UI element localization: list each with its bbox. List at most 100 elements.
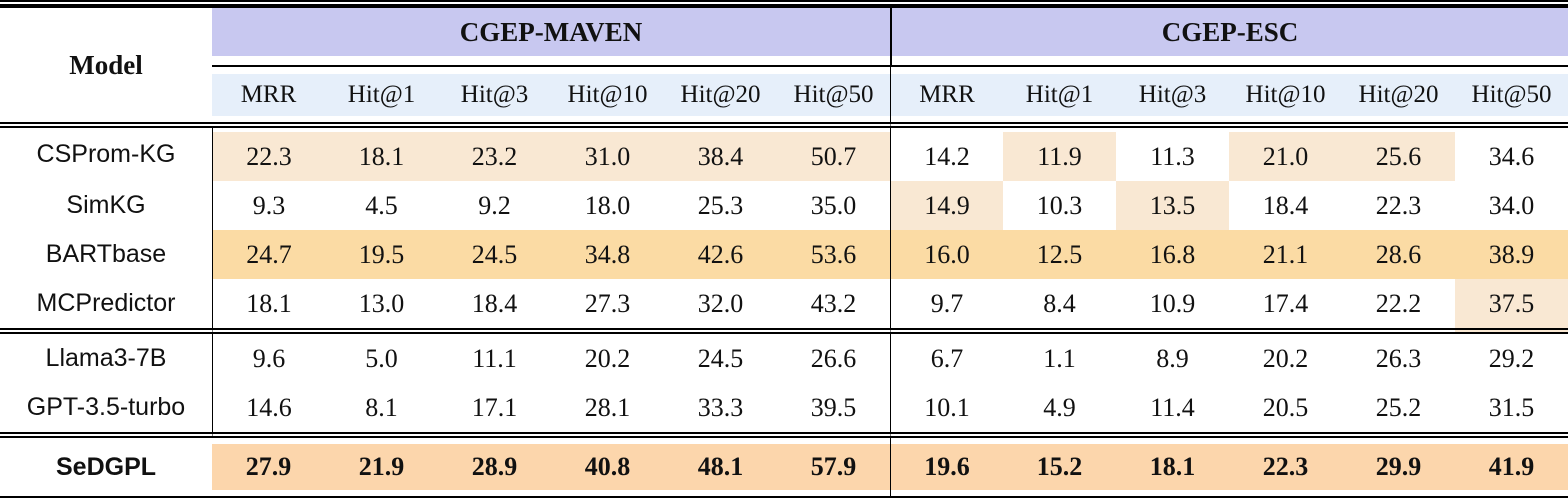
metric-header-maven-hit1: Hit@1 (325, 67, 438, 128)
group-header-cgep-maven: CGEP-MAVEN (212, 8, 890, 67)
value-cell: 1.1 (1043, 343, 1076, 373)
value-cell: 4.9 (1003, 383, 1116, 438)
value-cell: 22.2 (1342, 279, 1455, 334)
value-cell: 24.5 (697, 343, 744, 373)
value-cell: 23.2 (438, 128, 551, 181)
value-cell: 12.5 (1003, 230, 1116, 279)
value-cell: 27.3 (551, 279, 664, 334)
value-cell: 8.9 (1156, 343, 1189, 373)
value-cell: 25.6 (1342, 128, 1455, 181)
value-cell: 14.2 (890, 128, 1003, 181)
group-header-row: Model CGEP-MAVEN CGEP-ESC (0, 8, 1568, 128)
value-cell: 18.1 (212, 279, 325, 334)
value-cell: 16.0 (890, 230, 1003, 279)
value-cell: 28.9 (438, 438, 551, 496)
metric-header-maven-hit10: Hit@10 (551, 67, 664, 128)
table-row: SimKG 9.3 4.5 9.2 18.0 25.3 35.0 14.9 10.3 13.5 18… (0, 181, 1568, 230)
model-name-cell: SeDGPL (0, 438, 212, 496)
value-cell: 9.2 (478, 190, 511, 220)
value-cell: 5.0 (365, 343, 398, 373)
metric-header-esc-hit10: Hit@10 (1229, 67, 1342, 128)
value-cell: 42.6 (664, 230, 777, 279)
value-cell: 9.3 (212, 181, 325, 230)
value-cell: 9.7 (890, 279, 1003, 334)
value-cell: 31.5 (1455, 383, 1568, 438)
value-cell: 22.3 (1229, 438, 1342, 496)
table-body: CSProm-KG 22.3 18.1 23.2 31.0 38.4 50.7 14.2 11.… (0, 128, 1568, 496)
model-name-cell: MCPredictor (0, 279, 212, 334)
value-cell: 4.5 (365, 190, 398, 220)
value-cell: 14.6 (212, 383, 325, 438)
value-cell: 11.9 (1003, 128, 1116, 181)
value-cell: 34.6 (1488, 141, 1535, 171)
value-cell: 39.5 (777, 383, 890, 438)
value-cell: 11.3 (1150, 141, 1195, 171)
value-cell: 19.6 (890, 438, 1003, 496)
value-cell: 18.4 (438, 279, 551, 334)
value-cell: 38.4 (664, 128, 777, 181)
value-cell: 57.9 (777, 438, 890, 496)
value-cell: 25.2 (1342, 383, 1455, 438)
metric-header-esc-mrr: MRR (890, 67, 1003, 128)
value-cell: 43.2 (777, 279, 890, 334)
value-cell: 27.9 (212, 438, 325, 496)
value-cell: 34.8 (551, 230, 664, 279)
value-cell: 26.6 (810, 343, 857, 373)
metric-header-esc-hit20: Hit@20 (1342, 67, 1455, 128)
metric-header-esc-hit50: Hit@50 (1455, 67, 1568, 128)
model-name-cell: Llama3-7B (0, 334, 212, 383)
model-name-cell: BARTbase (0, 230, 212, 279)
value-cell: 10.9 (1116, 279, 1229, 334)
group-header-cgep-esc: CGEP-ESC (890, 8, 1568, 67)
value-cell: 22.3 (212, 128, 325, 181)
table-row: Llama3-7B 9.6 5.0 11.1 20.2 24.5 26.6 6.7 1.1 8.9… (0, 334, 1568, 383)
value-cell: 8.1 (325, 383, 438, 438)
value-cell: 20.5 (1229, 383, 1342, 438)
table-row: SeDGPL 27.9 21.9 28.9 40.8 48.1 57.9 19.6 15.2 18… (0, 438, 1568, 496)
top-rule-thin (0, 0, 1568, 2)
value-cell: 18.4 (1262, 190, 1309, 220)
value-cell: 16.8 (1116, 230, 1229, 279)
bottom-rule-thin (0, 496, 1568, 498)
value-cell: 53.6 (777, 230, 890, 279)
table-row: MCPredictor 18.1 13.0 18.4 27.3 32.0 43.2 9.7 8.… (0, 279, 1568, 334)
value-cell: 20.2 (1262, 343, 1309, 373)
model-name-cell: SimKG (0, 181, 212, 230)
model-name-cell: GPT-3.5-turbo (0, 383, 212, 438)
model-name-cell: CSProm-KG (0, 128, 212, 181)
metric-header-row: MRR Hit@1 Hit@3 Hit@10 Hit@20 Hit@50 MRR… (0, 67, 1568, 128)
value-cell: 21.9 (325, 438, 438, 496)
value-cell: 41.9 (1455, 438, 1568, 496)
value-cell: 17.1 (438, 383, 551, 438)
value-cell: 10.3 (1036, 190, 1083, 220)
value-cell: 13.0 (325, 279, 438, 334)
value-cell: 6.7 (890, 334, 1003, 383)
table-row: GPT-3.5-turbo 14.6 8.1 17.1 28.1 33.3 39.5 10.1… (0, 383, 1568, 438)
value-cell: 11.4 (1116, 383, 1229, 438)
metric-header-maven-hit20: Hit@20 (664, 67, 777, 128)
value-cell: 21.1 (1229, 230, 1342, 279)
value-cell: 24.7 (212, 230, 325, 279)
value-cell: 14.9 (890, 181, 1003, 230)
value-cell: 33.3 (664, 383, 777, 438)
value-cell: 18.1 (1116, 438, 1229, 496)
table-row: BARTbase 24.7 19.5 24.5 34.8 42.6 53.6 16.0 12.5… (0, 230, 1568, 279)
value-cell: 28.1 (551, 383, 664, 438)
value-cell: 29.2 (1488, 343, 1535, 373)
value-cell: 48.1 (664, 438, 777, 496)
metric-header-esc-hit3: Hit@3 (1116, 67, 1229, 128)
value-cell: 13.5 (1116, 181, 1229, 230)
value-cell: 9.6 (212, 334, 325, 383)
value-cell: 26.3 (1375, 343, 1422, 373)
value-cell: 35.0 (810, 190, 857, 220)
value-cell: 11.1 (472, 343, 517, 373)
value-cell: 15.2 (1003, 438, 1116, 496)
value-cell: 18.1 (325, 128, 438, 181)
value-cell: 37.5 (1455, 279, 1568, 334)
value-cell: 28.6 (1342, 230, 1455, 279)
metric-header-maven-mrr: MRR (212, 67, 325, 128)
value-cell: 25.3 (697, 190, 744, 220)
value-cell: 34.0 (1488, 190, 1535, 220)
metric-header-esc-hit1: Hit@1 (1003, 67, 1116, 128)
